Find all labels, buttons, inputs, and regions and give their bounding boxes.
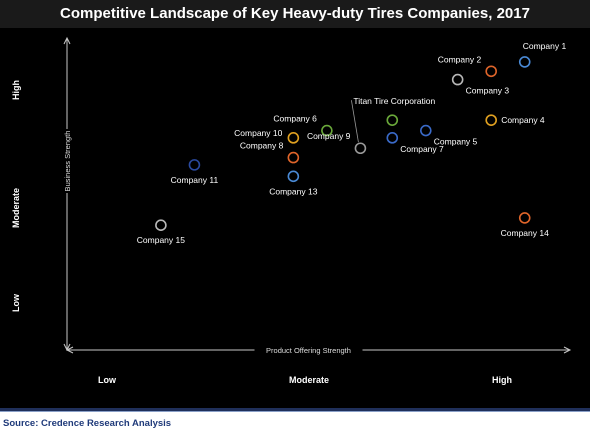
y-tick-label-low: Low [11, 293, 21, 312]
point-company-7 [386, 132, 399, 144]
leader-line-company-9 [351, 100, 359, 143]
chart-svg: Product Offering Strength Business Streng… [11, 36, 572, 385]
point-label-company-3: Company 3 [466, 86, 510, 96]
point-company-9 [354, 142, 367, 155]
point-company-11 [188, 159, 201, 171]
point-company-13 [287, 170, 300, 183]
point-company-5 [420, 124, 432, 137]
plot-area: Product Offering Strength Business Streng… [0, 28, 590, 408]
x-axis-arrow-right [563, 346, 572, 354]
point-label-company-6: Company 6 [273, 114, 317, 124]
point-label-company-2: Company 2 [438, 54, 482, 64]
y-axis-arrow-top [63, 36, 71, 45]
point-label-company-7: Company 7 [400, 144, 444, 154]
x-tick-label-high: High [492, 375, 512, 385]
footer: Source: Credence Research Analysis [0, 411, 590, 436]
x-tick-label-low: Low [98, 375, 117, 385]
point-label-titan-tire-corporation: Titan Tire Corporation [353, 96, 435, 106]
chart-title: Competitive Landscape of Key Heavy-duty … [0, 0, 590, 28]
point-titan-tire-corporation [386, 114, 399, 126]
point-label-company-11: Company 11 [171, 175, 219, 185]
point-label-company-13: Company 13 [269, 186, 317, 196]
y-tick-label-moderate: Moderate [11, 188, 21, 228]
point-label-company-9: Company 9 [307, 131, 351, 141]
point-company-8 [287, 151, 300, 164]
point-company-15 [155, 219, 167, 231]
point-label-company-14: Company 14 [501, 228, 549, 238]
point-label-company-5: Company 5 [434, 137, 478, 147]
point-company-4 [485, 114, 497, 126]
footer-separator [0, 408, 590, 411]
source-note: Source: Credence Research Analysis [3, 418, 172, 429]
x-axis-label: Product Offering Strength [266, 346, 351, 355]
point-label-company-1: Company 1 [523, 41, 567, 51]
point-company-1 [518, 56, 531, 68]
point-label-company-10: Company 10 [234, 128, 282, 138]
x-axis-arrow-left [65, 346, 74, 354]
point-label-company-8: Company 8 [240, 141, 284, 151]
point-company-3 [451, 73, 464, 86]
y-tick-label-high: High [11, 80, 21, 100]
point-company-2 [485, 65, 497, 78]
x-tick-label-moderate: Moderate [289, 375, 329, 385]
x-axis-label-bg [254, 344, 363, 356]
point-label-company-15: Company 15 [137, 235, 185, 245]
point-label-company-4: Company 4 [501, 115, 545, 125]
point-company-14 [518, 212, 531, 224]
point-company-6 [321, 124, 333, 137]
point-company-10 [287, 132, 300, 144]
y-axis-label: Business Strength [63, 131, 72, 192]
y-axis-label-bg [61, 129, 73, 193]
